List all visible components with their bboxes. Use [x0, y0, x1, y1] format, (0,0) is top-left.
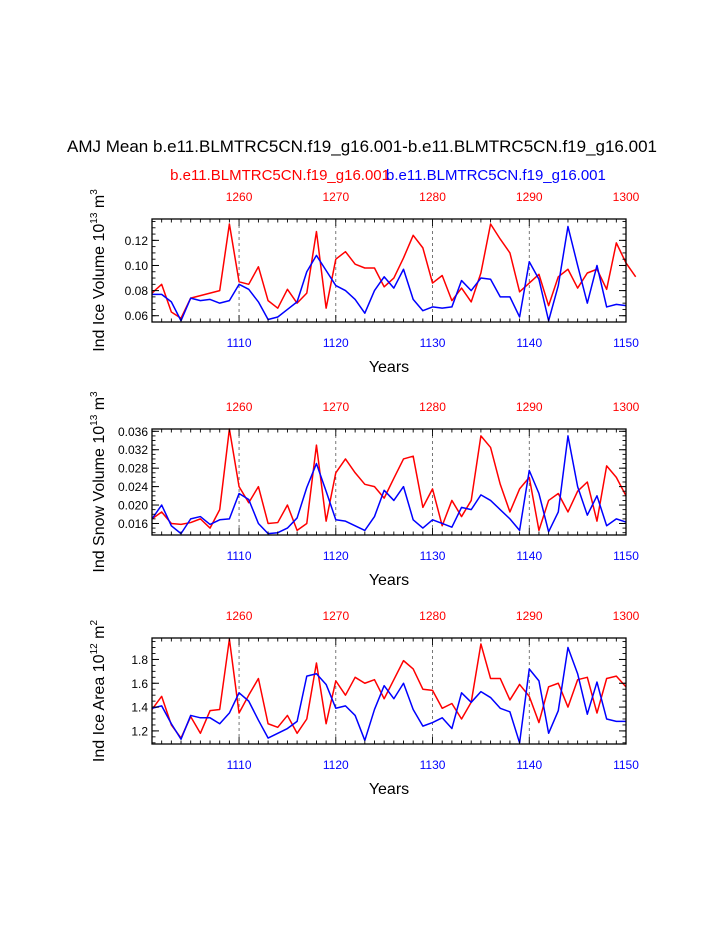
x-axis-label: Years [369, 572, 409, 589]
x-tick-label-bottom: 1120 [323, 336, 349, 350]
red-series-line [151, 223, 637, 319]
y-tick-label: 0.024 [118, 480, 148, 494]
x-tick-label-bottom: 1140 [516, 758, 542, 772]
x-tick-label-bottom: 1140 [516, 549, 542, 563]
y-tick-label: 0.08 [125, 284, 149, 298]
x-tick-label-top: 1290 [516, 190, 543, 204]
panel-ice-area: 1110 1120 1130 1140 1150 1260 1270 1280 1290 1300… [89, 609, 640, 798]
x-tick-label-bottom: 1130 [420, 336, 446, 350]
y-tick-label: 0.028 [118, 462, 148, 476]
x-tick-label-top: 1300 [613, 190, 640, 204]
x-tick-label-bottom: 1120 [323, 549, 349, 563]
x-tick-label-top: 1300 [613, 400, 640, 414]
y-tick-label: 1.8 [131, 653, 148, 667]
y-tick-label: 0.032 [118, 443, 148, 457]
y-axis-label: Ind Ice Area 1012 m2 [89, 620, 108, 763]
y-axis-label: Ind Snow Volume 1013 m3 [89, 391, 108, 573]
figure-title: AMJ Mean b.e11.BLMTRC5CN.f19_g16.001-b.e… [67, 137, 657, 156]
y-tick-label: 0.020 [118, 499, 148, 513]
x-tick-label-top: 1300 [613, 609, 640, 623]
panel-snow-volume: 1110 1120 1130 1140 1150 1260 1270 1280 1290 1300… [89, 391, 640, 589]
x-tick-label-top: 1280 [419, 400, 446, 414]
y-tick-label: 1.4 [131, 701, 148, 715]
x-tick-label-bottom: 1110 [227, 336, 252, 350]
x-tick-label-top: 1280 [419, 609, 446, 623]
x-tick-label-bottom: 1110 [227, 549, 252, 563]
x-tick-label-top: 1290 [516, 609, 543, 623]
x-tick-label-top: 1270 [322, 190, 349, 204]
red-series-line [151, 428, 627, 532]
x-tick-label-bottom: 1140 [516, 336, 542, 350]
x-tick-label-top: 1290 [516, 400, 543, 414]
x-tick-label-top: 1260 [226, 190, 253, 204]
x-tick-label-top: 1270 [322, 609, 349, 623]
plot-frame [151, 637, 627, 745]
panel-ice-volume: 1110 1120 1130 1140 1150 1260 1270 1280 1290 1300… [89, 189, 640, 376]
x-tick-label-bottom: 1150 [613, 549, 639, 563]
y-tick-label: 0.10 [125, 259, 149, 273]
legend-blue-label: b.e11.BLMTRC5CN.f19_g16.001 [386, 167, 606, 184]
y-tick-label: 0.12 [125, 234, 149, 248]
x-tick-label-top: 1260 [226, 400, 253, 414]
x-tick-label-top: 1270 [322, 400, 349, 414]
y-tick-label: 0.036 [118, 425, 148, 439]
blue-series-line [151, 435, 627, 535]
x-tick-label-top: 1280 [419, 190, 446, 204]
x-tick-label-bottom: 1150 [613, 336, 639, 350]
x-tick-label-bottom: 1130 [420, 758, 446, 772]
chart-panels: 1110 1120 1130 1140 1150 1260 1270 1280 1290 1300… [89, 189, 640, 798]
y-tick-label: 1.6 [131, 677, 148, 691]
legend-red-label: b.e11.BLMTRC5CN.f19_g16.001 [170, 167, 390, 184]
x-tick-label-bottom: 1110 [227, 758, 252, 772]
x-axis-label: Years [369, 359, 409, 376]
x-tick-label-top: 1260 [226, 609, 253, 623]
blue-series-line [152, 225, 627, 322]
x-tick-label-bottom: 1130 [420, 549, 446, 563]
plot-frame [151, 218, 627, 323]
y-tick-label: 0.06 [125, 309, 149, 323]
red-series-line [151, 638, 627, 739]
x-axis-label: Years [369, 781, 409, 798]
x-tick-label-bottom: 1150 [613, 758, 639, 772]
y-tick-label: 0.016 [118, 517, 148, 531]
y-tick-label: 1.2 [131, 724, 148, 738]
blue-series-line [151, 646, 626, 744]
y-axis-label: Ind Ice Volume 1013 m3 [89, 189, 108, 352]
x-tick-label-bottom: 1120 [323, 758, 349, 772]
